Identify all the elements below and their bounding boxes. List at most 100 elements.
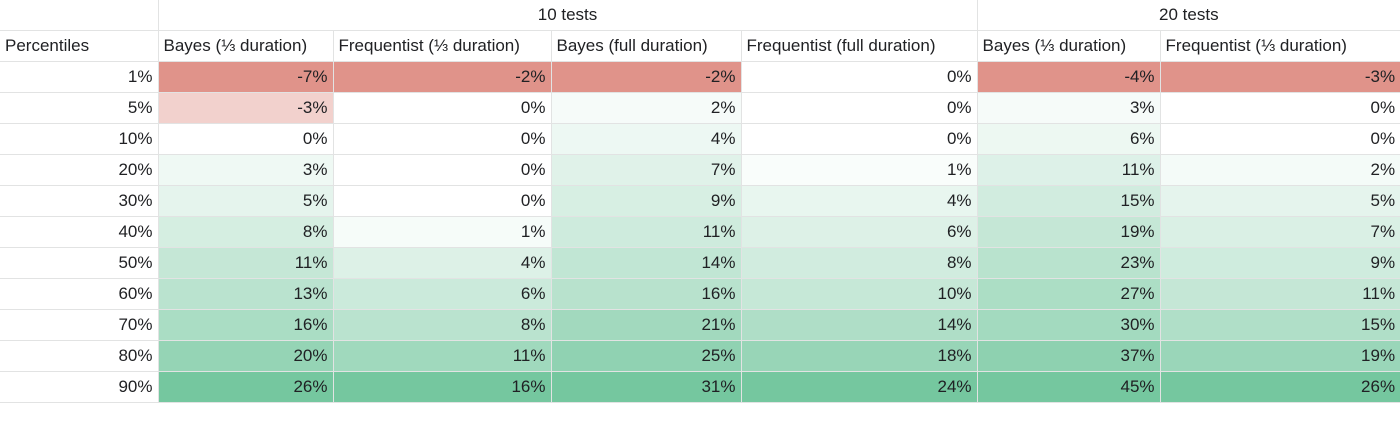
- percentile-label[interactable]: 1%: [0, 61, 159, 93]
- percentile-label[interactable]: 70%: [0, 309, 159, 341]
- percentile-label[interactable]: 40%: [0, 216, 159, 248]
- value-cell[interactable]: 13%: [158, 278, 334, 310]
- value-cell[interactable]: 31%: [551, 371, 742, 403]
- value-cell[interactable]: 0%: [333, 154, 552, 186]
- column-header-row: Percentiles Bayes (⅓ duration) Frequenti…: [0, 30, 1400, 62]
- value-cell[interactable]: 16%: [551, 278, 742, 310]
- table-row: 50% 11% 4% 14% 8% 23% 9%: [0, 247, 1400, 279]
- percentile-label[interactable]: 60%: [0, 278, 159, 310]
- percentile-label[interactable]: 10%: [0, 123, 159, 155]
- value-cell[interactable]: 1%: [333, 216, 552, 248]
- value-cell[interactable]: 16%: [158, 309, 334, 341]
- percentile-table: 10 tests 20 tests Percentiles Bayes (⅓ d…: [0, 0, 1400, 403]
- value-cell[interactable]: 15%: [1160, 309, 1400, 341]
- table-row: 60% 13% 6% 16% 10% 27% 11%: [0, 278, 1400, 310]
- value-cell[interactable]: 37%: [976, 340, 1161, 372]
- value-cell[interactable]: 21%: [551, 309, 742, 341]
- value-cell[interactable]: 4%: [333, 247, 552, 279]
- value-cell[interactable]: 11%: [158, 247, 334, 279]
- value-cell[interactable]: 11%: [551, 216, 742, 248]
- table-row: 40% 8% 1% 11% 6% 19% 7%: [0, 216, 1400, 248]
- value-cell[interactable]: 4%: [741, 185, 978, 217]
- column-header-frequentist-full-10[interactable]: Frequentist (full duration): [741, 30, 978, 62]
- value-cell[interactable]: 20%: [158, 340, 334, 372]
- column-header-bayes-full-10[interactable]: Bayes (full duration): [551, 30, 742, 62]
- table-row: 5% -3% 0% 2% 0% 3% 0%: [0, 92, 1400, 124]
- table-row: 70% 16% 8% 21% 14% 30% 15%: [0, 309, 1400, 341]
- group-header-20-tests[interactable]: 20 tests: [976, 0, 1400, 31]
- column-header-percentiles[interactable]: Percentiles: [0, 30, 159, 62]
- value-cell[interactable]: 0%: [1160, 123, 1400, 155]
- value-cell[interactable]: 0%: [741, 61, 978, 93]
- value-cell[interactable]: -3%: [1160, 61, 1400, 93]
- value-cell[interactable]: 5%: [1160, 185, 1400, 217]
- value-cell[interactable]: 27%: [976, 278, 1161, 310]
- value-cell[interactable]: 26%: [158, 371, 334, 403]
- value-cell[interactable]: 23%: [976, 247, 1161, 279]
- value-cell[interactable]: -4%: [976, 61, 1161, 93]
- column-header-bayes-third-20[interactable]: Bayes (⅓ duration): [976, 30, 1161, 62]
- value-cell[interactable]: 3%: [158, 154, 334, 186]
- column-header-bayes-third-10[interactable]: Bayes (⅓ duration): [158, 30, 334, 62]
- percentile-label[interactable]: 5%: [0, 92, 159, 124]
- value-cell[interactable]: 0%: [333, 92, 552, 124]
- value-cell[interactable]: 6%: [976, 123, 1161, 155]
- value-cell[interactable]: 16%: [333, 371, 552, 403]
- group-header-row: 10 tests 20 tests: [0, 0, 1400, 31]
- value-cell[interactable]: 9%: [551, 185, 742, 217]
- value-cell[interactable]: -3%: [158, 92, 334, 124]
- value-cell[interactable]: 4%: [551, 123, 742, 155]
- value-cell[interactable]: 8%: [333, 309, 552, 341]
- value-cell[interactable]: 18%: [741, 340, 978, 372]
- value-cell[interactable]: 8%: [741, 247, 978, 279]
- value-cell[interactable]: 2%: [551, 92, 742, 124]
- value-cell[interactable]: 2%: [1160, 154, 1400, 186]
- value-cell[interactable]: 19%: [976, 216, 1161, 248]
- value-cell[interactable]: 11%: [1160, 278, 1400, 310]
- value-cell[interactable]: 0%: [333, 123, 552, 155]
- value-cell[interactable]: 1%: [741, 154, 978, 186]
- value-cell[interactable]: 15%: [976, 185, 1161, 217]
- percentile-label[interactable]: 20%: [0, 154, 159, 186]
- value-cell[interactable]: 0%: [158, 123, 334, 155]
- group-header-10-tests[interactable]: 10 tests: [158, 0, 978, 31]
- value-cell[interactable]: 14%: [551, 247, 742, 279]
- value-cell[interactable]: 0%: [1160, 92, 1400, 124]
- value-cell[interactable]: 11%: [333, 340, 552, 372]
- value-cell[interactable]: 45%: [976, 371, 1161, 403]
- column-header-frequentist-third-20[interactable]: Frequentist (⅓ duration): [1160, 30, 1400, 62]
- value-cell[interactable]: 6%: [741, 216, 978, 248]
- value-cell[interactable]: -2%: [333, 61, 552, 93]
- value-cell[interactable]: 7%: [551, 154, 742, 186]
- percentile-label[interactable]: 80%: [0, 340, 159, 372]
- value-cell[interactable]: 0%: [333, 185, 552, 217]
- table-row: 90% 26% 16% 31% 24% 45% 26%: [0, 371, 1400, 403]
- table-row: 1% -7% -2% -2% 0% -4% -3%: [0, 61, 1400, 93]
- value-cell[interactable]: 0%: [741, 92, 978, 124]
- value-cell[interactable]: 8%: [158, 216, 334, 248]
- value-cell[interactable]: 24%: [741, 371, 978, 403]
- value-cell[interactable]: 5%: [158, 185, 334, 217]
- table-row: 30% 5% 0% 9% 4% 15% 5%: [0, 185, 1400, 217]
- value-cell[interactable]: 14%: [741, 309, 978, 341]
- value-cell[interactable]: 7%: [1160, 216, 1400, 248]
- percentile-label[interactable]: 90%: [0, 371, 159, 403]
- value-cell[interactable]: 30%: [976, 309, 1161, 341]
- value-cell[interactable]: 6%: [333, 278, 552, 310]
- value-cell[interactable]: 10%: [741, 278, 978, 310]
- percentile-label[interactable]: 30%: [0, 185, 159, 217]
- value-cell[interactable]: 25%: [551, 340, 742, 372]
- value-cell[interactable]: -7%: [158, 61, 334, 93]
- value-cell[interactable]: 3%: [976, 92, 1161, 124]
- value-cell[interactable]: -2%: [551, 61, 742, 93]
- value-cell[interactable]: 9%: [1160, 247, 1400, 279]
- value-cell[interactable]: 0%: [741, 123, 978, 155]
- column-header-frequentist-third-10[interactable]: Frequentist (⅓ duration): [333, 30, 552, 62]
- table-row: 80% 20% 11% 25% 18% 37% 19%: [0, 340, 1400, 372]
- value-cell[interactable]: 11%: [976, 154, 1161, 186]
- empty-cell[interactable]: [0, 0, 159, 31]
- value-cell[interactable]: 19%: [1160, 340, 1400, 372]
- percentile-label[interactable]: 50%: [0, 247, 159, 279]
- value-cell[interactable]: 26%: [1160, 371, 1400, 403]
